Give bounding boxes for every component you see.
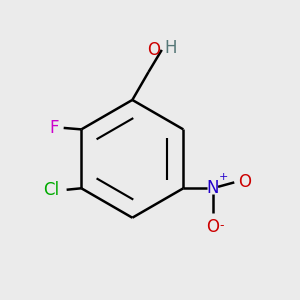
Text: O: O: [206, 218, 219, 236]
Text: O: O: [147, 41, 160, 59]
Text: F: F: [50, 119, 59, 137]
Text: N: N: [206, 179, 219, 197]
Text: O: O: [238, 173, 251, 191]
Text: +: +: [219, 172, 229, 182]
Text: -: -: [219, 219, 224, 232]
Text: Cl: Cl: [43, 181, 59, 199]
Text: H: H: [165, 39, 177, 57]
